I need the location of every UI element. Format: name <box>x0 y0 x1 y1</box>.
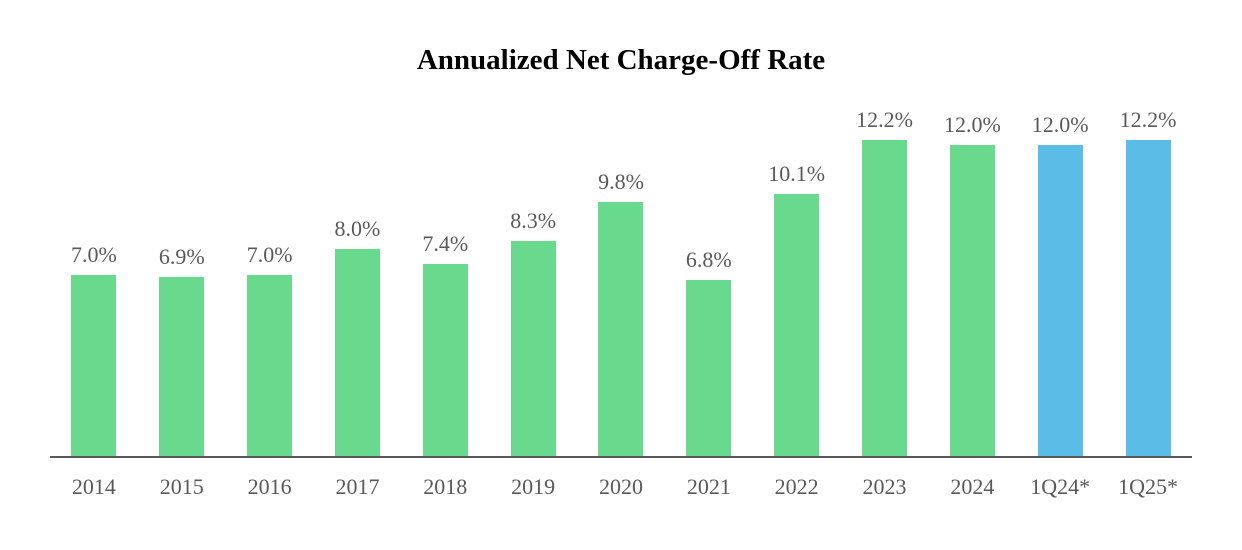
bar-value-label: 12.0% <box>943 112 1001 138</box>
chart-title: Annualized Net Charge-Off Rate <box>416 44 826 76</box>
bar <box>159 277 205 456</box>
x-tick-label: 1Q25* <box>1118 474 1178 499</box>
bar-value-label: 8.0% <box>334 215 381 241</box>
bar-column: 6.8% <box>665 0 753 456</box>
bar <box>71 274 117 456</box>
bar <box>774 194 820 456</box>
bar-value-label: 12.0% <box>1031 112 1089 138</box>
bar-value-label: 8.3% <box>510 208 557 234</box>
x-tick-label: 2021 <box>686 474 731 499</box>
plot-area: 7.0% 6.9% 7.0% 8.0% 7.4% 8.3% 9.8% 6.8% 10.1% 12.… <box>50 0 1192 456</box>
bar <box>686 279 732 456</box>
bar-value-label: 6.9% <box>158 244 205 270</box>
x-axis-line <box>50 456 1192 458</box>
bar-value-label: 7.0% <box>71 241 117 267</box>
x-tick-label: 2022 <box>774 474 819 499</box>
bar-value-label: 9.8% <box>598 169 644 195</box>
x-tick-label: 2018 <box>423 474 468 499</box>
bar <box>334 248 380 456</box>
bar-value-label: 7.4% <box>422 231 469 257</box>
bar <box>598 202 644 456</box>
bar-value-label: 12.2% <box>1119 107 1177 133</box>
x-tick-label: 2016 <box>247 474 292 499</box>
bar-column: 8.3% <box>489 0 577 456</box>
x-tick-label: 2020 <box>598 474 643 499</box>
x-tick-label: 2015 <box>159 474 204 499</box>
bar <box>510 241 556 456</box>
bar-column: 12.0% <box>1016 0 1104 456</box>
bar-column: 12.2% <box>1104 0 1192 456</box>
x-tick-label: 2024 <box>950 474 995 499</box>
bar <box>1125 140 1171 456</box>
bar <box>422 264 468 456</box>
x-tick-label: 2017 <box>335 474 380 499</box>
x-axis-labels: 2014 2015 2016 2017 2018 2019 2020 2021 2022 2023… <box>50 474 1192 500</box>
bar-value-label: 6.8% <box>685 246 732 272</box>
bar-column: 10.1% <box>753 0 841 456</box>
bar-column: 12.2% <box>841 0 929 456</box>
x-tick-label: 2023 <box>862 474 907 499</box>
bar-column: 7.4% <box>401 0 489 456</box>
bar-column: 6.9% <box>138 0 226 456</box>
x-tick-label: 2014 <box>71 474 116 499</box>
bar <box>247 274 293 456</box>
bar-column: 7.0% <box>50 0 138 456</box>
bar-value-label: 12.2% <box>856 107 913 133</box>
x-tick-label: 1Q24* <box>1030 474 1091 499</box>
bar <box>949 145 995 456</box>
bar-value-label: 10.1% <box>768 161 826 187</box>
bar-column: 7.0% <box>226 0 314 456</box>
x-tick-label: 2019 <box>511 474 556 499</box>
bar <box>1037 145 1083 456</box>
bar <box>862 140 908 456</box>
bar-column: 8.0% <box>314 0 402 456</box>
bar-value-label: 7.0% <box>246 241 293 267</box>
bar-column: 9.8% <box>577 0 665 456</box>
bar-column: 12.0% <box>928 0 1016 456</box>
